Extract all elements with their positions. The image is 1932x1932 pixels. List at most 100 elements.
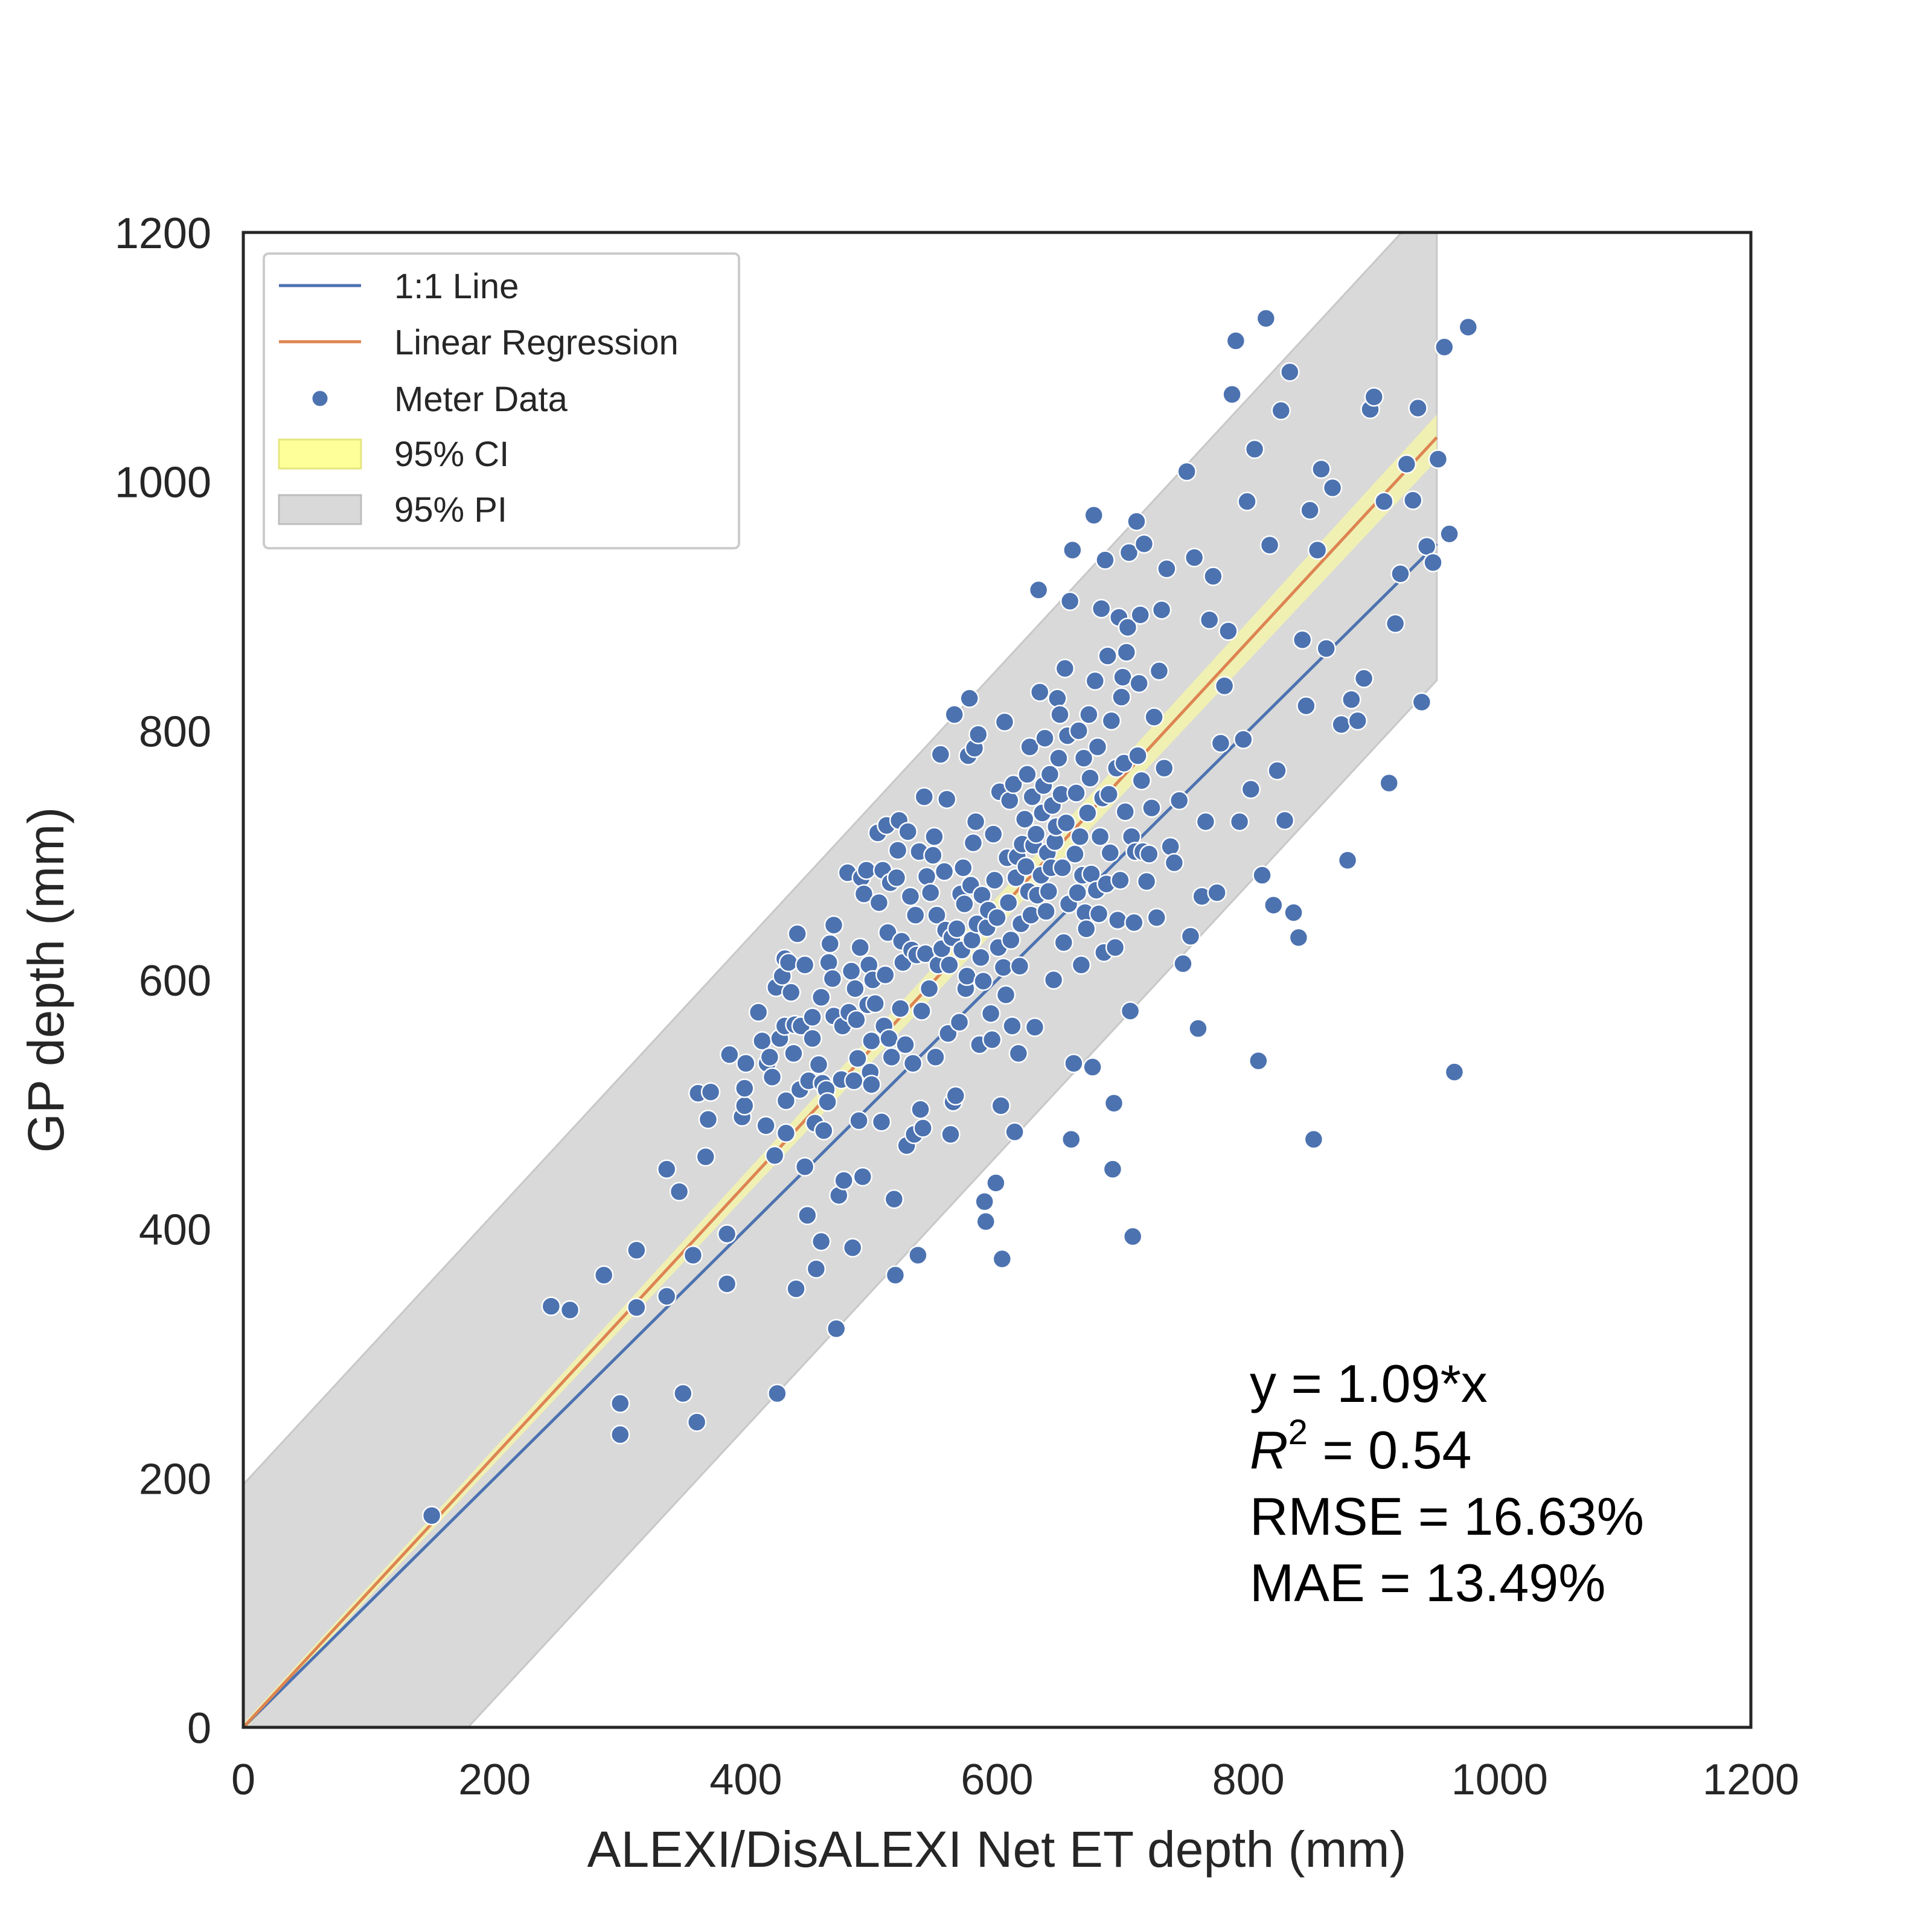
- data-point: [806, 1259, 827, 1279]
- data-point: [875, 965, 895, 985]
- data-point: [1180, 926, 1201, 947]
- data-points: [421, 309, 1479, 1526]
- data-point: [1065, 844, 1085, 864]
- data-point: [735, 1096, 755, 1116]
- data-point: [987, 907, 1007, 928]
- r-squared-symbol: R: [1250, 1420, 1288, 1480]
- legend-swatch-ci: [278, 438, 362, 470]
- data-point: [974, 1192, 994, 1212]
- data-point: [1009, 956, 1030, 976]
- data-point: [1348, 711, 1367, 731]
- data-point: [1249, 1051, 1268, 1071]
- data-point: [971, 947, 991, 968]
- data-point: [656, 1286, 677, 1307]
- data-point: [593, 1265, 614, 1285]
- data-point: [826, 1319, 846, 1339]
- data-point: [1379, 773, 1399, 793]
- data-point: [1311, 459, 1331, 479]
- data-point: [1127, 511, 1147, 531]
- legend: 1:1 Line Linear Regression Meter Data 95…: [263, 252, 740, 549]
- data-point: [1271, 400, 1291, 421]
- y-axis-ticks: 0 200 400 600 800 1000 1200: [115, 210, 211, 1753]
- data-point: [1207, 883, 1227, 903]
- data-point: [1048, 688, 1067, 708]
- data-point: [1050, 705, 1070, 724]
- data-point: [1284, 903, 1303, 923]
- data-point: [949, 1012, 970, 1032]
- data-point: [1134, 534, 1154, 554]
- data-point: [965, 811, 986, 832]
- data-point: [1316, 638, 1336, 659]
- r-squared-exponent: 2: [1288, 1413, 1308, 1452]
- data-point: [1214, 676, 1235, 696]
- data-point: [1005, 1122, 1025, 1142]
- data-point: [1104, 1093, 1124, 1113]
- legend-box: [263, 252, 740, 549]
- data-point: [1073, 748, 1094, 768]
- data-point: [1120, 1001, 1140, 1021]
- data-point: [1001, 930, 1021, 950]
- data-point: [560, 1300, 580, 1320]
- y-tick-label: 800: [139, 708, 211, 756]
- data-point: [963, 833, 984, 853]
- data-point: [1054, 932, 1074, 953]
- data-point: [927, 905, 947, 925]
- data-point: [811, 987, 831, 1008]
- data-point: [1199, 610, 1220, 630]
- data-point: [912, 1001, 932, 1021]
- data-point: [717, 1224, 737, 1244]
- data-point: [1139, 844, 1159, 864]
- data-point: [1028, 580, 1049, 600]
- data-point: [1203, 566, 1223, 586]
- data-point: [1229, 811, 1250, 832]
- data-point: [1131, 770, 1152, 791]
- data-point: [1040, 764, 1060, 784]
- data-point: [865, 993, 885, 1014]
- data-point: [841, 961, 862, 981]
- data-point: [862, 1075, 881, 1095]
- data-point: [1267, 761, 1287, 781]
- data-point: [1396, 454, 1417, 475]
- data-point: [1095, 550, 1115, 570]
- data-point: [856, 860, 877, 880]
- data-point: [1026, 824, 1046, 844]
- data-point: [862, 1031, 881, 1051]
- data-point: [1177, 461, 1197, 482]
- data-point: [1020, 737, 1040, 757]
- data-point: [736, 1053, 756, 1073]
- data-point: [776, 1090, 796, 1111]
- data-point: [985, 870, 1005, 891]
- data-point: [895, 1035, 915, 1055]
- mae-value: MAE = 13.49%: [1250, 1553, 1605, 1613]
- data-point: [984, 824, 1003, 844]
- data-point: [610, 1393, 630, 1413]
- data-point: [845, 979, 865, 999]
- data-point: [656, 1159, 677, 1179]
- data-point: [1296, 696, 1316, 716]
- data-point: [1078, 803, 1098, 823]
- data-point: [846, 1009, 866, 1030]
- data-point: [776, 1123, 796, 1144]
- data-point: [886, 868, 907, 888]
- data-point: [1218, 621, 1238, 641]
- data-point: [919, 979, 939, 999]
- data-point: [834, 1170, 854, 1191]
- data-point: [1122, 1226, 1143, 1247]
- y-tick-label: 1000: [115, 459, 211, 507]
- data-point: [939, 955, 959, 975]
- data-point: [930, 744, 951, 764]
- data-point: [1002, 1016, 1022, 1036]
- data-point: [1160, 836, 1180, 857]
- data-point: [1090, 827, 1110, 846]
- x-tick-label: 400: [709, 1756, 782, 1804]
- data-point: [1416, 536, 1437, 557]
- data-point: [1060, 591, 1080, 611]
- data-point: [787, 924, 807, 944]
- data-point: [627, 1240, 647, 1260]
- legend-entry-points: Meter Data: [394, 380, 568, 419]
- data-point: [992, 1249, 1012, 1269]
- data-point: [996, 985, 1016, 1005]
- data-point: [905, 905, 926, 925]
- data-point: [1428, 449, 1448, 469]
- data-point: [696, 1147, 715, 1167]
